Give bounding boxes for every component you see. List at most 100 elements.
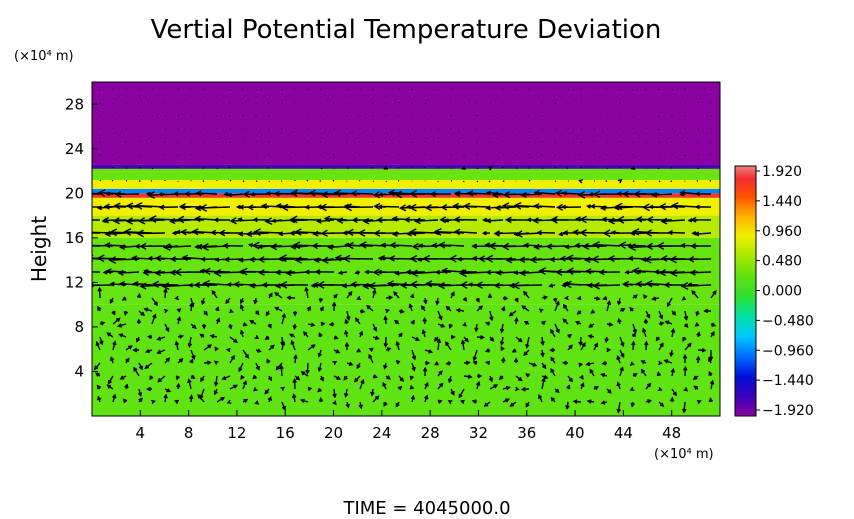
wind-arrow	[371, 102, 374, 105]
wind-arrow	[680, 282, 712, 290]
wind-arrow	[125, 357, 130, 364]
wind-arrow	[616, 297, 622, 306]
wind-arrow	[213, 388, 218, 396]
wind-arrow	[413, 217, 439, 225]
wind-arrow	[289, 230, 309, 236]
time-label: TIME = 4045000.0	[342, 498, 510, 519]
wind-arrow	[550, 215, 582, 224]
wind-arrow	[502, 385, 511, 391]
wind-arrow	[226, 399, 232, 404]
wind-arrow	[356, 295, 362, 301]
wind-arrow	[708, 397, 714, 403]
wind-arrow	[111, 179, 114, 182]
wind-arrow	[606, 347, 612, 353]
wind-arrow	[300, 371, 309, 377]
wind-arrow	[320, 190, 348, 199]
wind-arrow	[221, 375, 231, 381]
wind-arrow	[644, 229, 672, 237]
wind-arrow	[538, 393, 543, 403]
wind-arrow	[138, 397, 143, 403]
wind-arrow	[332, 179, 335, 182]
wind-arrow	[213, 217, 231, 223]
wind-arrow	[437, 370, 443, 377]
wind-arrow	[424, 394, 429, 403]
wind-arrow	[462, 297, 468, 302]
wind-arrow	[460, 399, 465, 405]
wind-arrow	[149, 375, 154, 381]
wind-arrow	[541, 377, 546, 390]
wind-arrow	[281, 312, 286, 325]
wind-arrow	[475, 114, 478, 117]
wind-arrow	[408, 303, 413, 312]
wind-arrow	[697, 128, 700, 131]
wind-arrow	[343, 388, 349, 398]
wind-arrow	[372, 288, 377, 299]
wind-arrow	[565, 254, 595, 263]
field-band	[92, 197, 720, 216]
wind-arrow	[694, 231, 712, 237]
wind-arrow	[344, 341, 350, 351]
wind-arrow	[112, 102, 115, 105]
wind-arrow	[476, 335, 485, 340]
wind-arrow	[209, 334, 218, 339]
wind-arrow	[405, 269, 426, 275]
x-tick-label: 40	[566, 424, 585, 442]
wind-arrow	[385, 308, 391, 314]
wind-arrow	[96, 384, 101, 390]
wind-arrow	[567, 375, 573, 383]
wind-arrow	[344, 203, 374, 212]
wind-arrow	[328, 321, 335, 327]
wind-arrow	[92, 219, 100, 221]
wind-arrow	[136, 292, 142, 299]
wind-arrow	[629, 361, 635, 367]
wind-arrow	[92, 193, 101, 195]
wind-arrow	[550, 396, 556, 403]
wind-arrow	[617, 179, 623, 184]
wind-arrow	[409, 384, 415, 390]
wind-arrow	[554, 323, 560, 334]
wind-arrow	[150, 101, 153, 104]
wind-arrow	[689, 269, 712, 276]
wind-arrow	[203, 344, 213, 351]
wind-arrow	[95, 372, 101, 377]
wind-arrow	[574, 320, 582, 326]
wind-arrow	[692, 375, 699, 380]
wind-arrow	[421, 329, 427, 338]
wind-arrow	[163, 308, 169, 314]
wind-arrow	[489, 310, 494, 322]
wind-arrow	[489, 384, 499, 390]
wind-arrow	[616, 401, 621, 414]
wind-arrow	[476, 305, 484, 312]
wind-arrow	[289, 215, 322, 224]
wind-arrow	[566, 267, 595, 275]
wind-arrow	[684, 342, 692, 351]
wind-arrow	[643, 318, 649, 325]
wind-arrow	[150, 399, 156, 405]
wind-arrow	[93, 362, 101, 371]
wind-arrow	[398, 332, 403, 338]
wind-arrow	[606, 322, 614, 327]
wind-arrow	[450, 388, 455, 396]
wind-arrow	[229, 217, 257, 225]
wind-arrow	[645, 399, 652, 404]
wind-arrow	[270, 243, 296, 251]
wind-arrow	[145, 349, 153, 354]
wind-arrow	[682, 353, 688, 363]
wind-arrow	[562, 318, 569, 325]
wind-arrow	[190, 374, 196, 379]
wind-arrow	[382, 381, 387, 390]
wind-arrow	[320, 321, 326, 327]
wind-arrow	[472, 360, 478, 365]
wind-arrow	[684, 323, 689, 329]
wind-arrow	[499, 336, 505, 347]
x-tick-label: 24	[372, 424, 391, 442]
wind-arrow	[450, 291, 455, 299]
wind-arrow	[177, 114, 180, 117]
wind-arrow	[447, 375, 453, 384]
wind-arrow	[164, 357, 171, 364]
wind-arrow	[318, 332, 323, 338]
wind-arrow	[333, 335, 339, 340]
wind-arrow	[279, 280, 309, 289]
wind-arrow	[249, 320, 257, 325]
wind-arrow	[359, 309, 366, 314]
